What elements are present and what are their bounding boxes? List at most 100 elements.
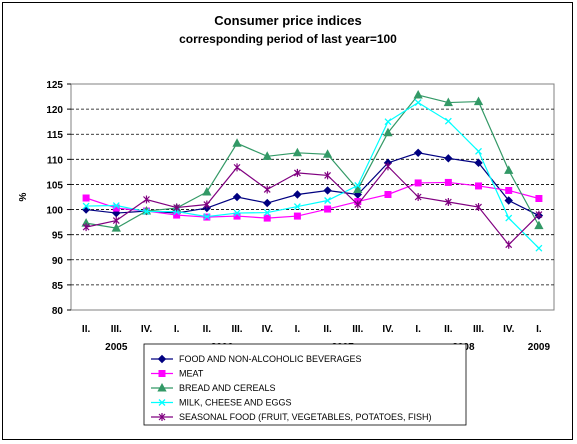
y-tick-label: 90	[52, 256, 64, 267]
year-label: 2005	[105, 342, 128, 353]
data-point	[263, 185, 271, 194]
data-point	[384, 118, 392, 126]
year-label: 2009	[528, 342, 551, 353]
legend-swatch-marker	[157, 382, 167, 392]
series-lines	[81, 90, 544, 252]
legend-swatch-marker	[158, 399, 166, 406]
data-point	[535, 195, 543, 203]
data-point	[262, 151, 272, 160]
legend-box	[143, 343, 467, 426]
data-point	[474, 158, 483, 168]
x-tick-label: I.	[536, 324, 542, 335]
data-point	[384, 162, 392, 171]
x-tick-label: II.	[444, 324, 453, 335]
data-point	[354, 181, 362, 189]
data-point	[353, 184, 363, 193]
data-point	[534, 220, 544, 230]
x-tick-label: IV.	[382, 324, 394, 335]
data-point	[202, 186, 212, 196]
legend-swatch-marker	[158, 413, 166, 421]
legend-label: MEAT	[179, 369, 204, 379]
x-tick-label: I.	[174, 324, 180, 335]
data-point	[535, 210, 543, 219]
y-tick-label: 110	[47, 155, 64, 166]
x-axis-ticks: II. III. IV. I. II. III. IV. I. II. III. IV. I. II. I…	[82, 324, 542, 335]
legend: FOOD AND NON-ALCOHOLIC BEVERAGES MEAT BREA…	[151, 354, 432, 422]
y-tick-label: 80	[52, 306, 64, 317]
y-tick-label: 115	[47, 130, 64, 141]
legend-label: BREAD AND CEREALS	[179, 383, 276, 393]
data-point	[324, 197, 332, 204]
y-tick-label: 95	[52, 231, 64, 242]
legend-label: FOOD AND NON-ALCOHOLIC BEVERAGES	[179, 354, 362, 364]
data-point	[323, 186, 332, 195]
legend-swatch-marker	[158, 370, 166, 377]
y-tick-label: 120	[46, 105, 63, 116]
data-point	[535, 244, 543, 252]
data-point	[232, 192, 242, 202]
data-point	[444, 198, 452, 207]
legend-entry: MEAT	[151, 369, 204, 379]
data-point	[504, 165, 514, 174]
data-point	[233, 163, 241, 172]
data-point	[505, 214, 513, 222]
data-point	[473, 96, 484, 106]
legend-entry: BREAD AND CEREALS	[151, 382, 276, 393]
series-5	[82, 162, 543, 249]
y-tick-label: 125	[46, 80, 63, 91]
series-line	[86, 101, 540, 249]
data-point	[143, 195, 150, 204]
data-point	[293, 190, 302, 199]
chart-subtitle: corresponding period of last year=100	[179, 32, 397, 46]
data-point	[444, 154, 453, 163]
legend-entry: SEASONAL FOOD (FRUIT, VEGETABLES, POTATO…	[151, 412, 432, 422]
data-point	[112, 216, 120, 225]
data-point	[203, 213, 211, 221]
data-point	[444, 117, 452, 125]
data-point	[293, 168, 301, 177]
data-point	[475, 182, 483, 190]
data-point	[322, 149, 333, 158]
data-point	[505, 240, 513, 249]
x-tick-label: III.	[473, 324, 484, 335]
data-point	[232, 138, 242, 147]
y-tick-label: 85	[52, 281, 64, 292]
plot-area	[70, 83, 555, 311]
series-line	[85, 181, 540, 219]
x-tick-label: II.	[82, 324, 91, 335]
y-axis-ticks: 80 85 90 95 100 105 110 115 120 125	[46, 80, 71, 317]
legend-entry: MILK, CHEESE AND EGGS	[151, 398, 292, 408]
data-point	[324, 205, 332, 213]
data-point	[173, 203, 181, 212]
data-point	[293, 203, 301, 211]
legend-entry: FOOD AND NON-ALCOHOLIC BEVERAGES	[151, 354, 362, 364]
data-point	[203, 200, 211, 209]
line-chart: Consumer price indices corresponding per…	[18, 13, 555, 426]
data-point	[414, 99, 422, 107]
data-point	[475, 203, 482, 212]
data-point	[263, 214, 271, 222]
data-point	[263, 198, 272, 208]
data-point	[293, 212, 301, 220]
x-tick-label: IV.	[141, 324, 153, 335]
data-point	[324, 171, 332, 180]
x-tick-label: I.	[415, 324, 421, 335]
data-point	[383, 127, 393, 137]
data-point	[475, 147, 482, 155]
data-point	[384, 190, 392, 198]
data-point	[82, 202, 90, 210]
legend-swatch-marker	[157, 354, 167, 364]
data-point	[505, 186, 513, 194]
data-point	[112, 202, 120, 209]
data-point	[444, 178, 452, 186]
data-point	[413, 148, 423, 158]
data-point	[414, 179, 422, 187]
data-point	[263, 209, 271, 217]
gridlines	[71, 108, 554, 286]
y-tick-label: 105	[46, 180, 63, 191]
data-point	[82, 194, 90, 202]
y-axis-label: %	[18, 192, 29, 201]
x-tick-label: III.	[111, 324, 122, 335]
series-4	[82, 99, 543, 252]
chart-title: Consumer price indices	[214, 13, 361, 28]
